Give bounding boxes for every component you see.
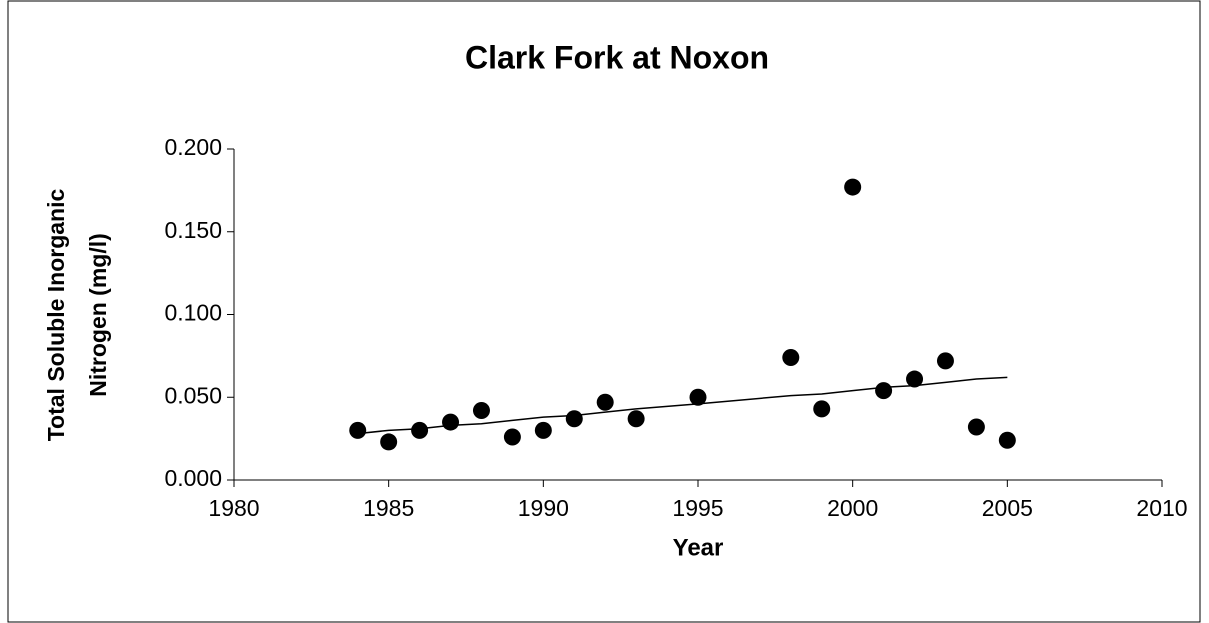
data-point [565,410,583,428]
trend-line [357,376,1008,435]
x-tick-label: 2000 [827,495,878,521]
x-tick-label: 1995 [672,495,723,521]
data-point [442,413,460,431]
data-point [689,388,707,406]
x-tick-label: 1985 [363,495,414,521]
data-point [875,382,893,400]
y-tick-label: 0.200 [164,134,222,160]
data-point [844,178,862,196]
data-point [906,370,924,388]
y-axis-title: Total Soluble Inorganic Nitrogen (mg/l) [43,189,111,442]
data-point [998,431,1016,449]
data-point [627,410,645,428]
data-point [596,393,614,411]
data-point [411,421,429,439]
data-point [349,421,367,439]
y-axis-title-line: Nitrogen (mg/l) [85,233,111,397]
y-axis-title-line: Total Soluble Inorganic [43,189,69,442]
y-tick-label: 0.150 [164,217,222,243]
x-axis-title: Year [673,534,724,561]
x-tick-label: 2010 [1136,495,1187,521]
data-point [534,421,552,439]
data-point [472,401,490,419]
data-point [503,428,521,446]
data-point [967,418,985,436]
y-tick-label: 0.050 [164,382,222,408]
x-tick-label: 1980 [208,495,259,521]
data-point [813,400,831,418]
x-tick-label: 2005 [982,495,1033,521]
chart-frame [7,0,1201,623]
data-point [936,352,954,370]
y-tick-label: 0.100 [164,300,222,326]
y-tick-label: 0.000 [164,465,222,491]
x-tick-label: 1990 [518,495,569,521]
chart-title: Clark Fork at Noxon [465,39,769,75]
data-point [782,349,800,367]
data-point [380,433,398,451]
